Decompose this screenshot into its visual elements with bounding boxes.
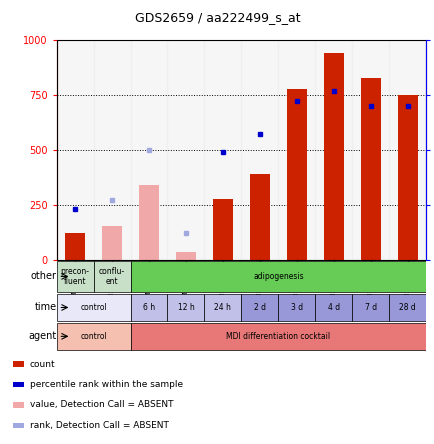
Text: GDS2659 / aa222499_s_at: GDS2659 / aa222499_s_at: [135, 11, 299, 24]
Bar: [352, 40, 388, 260]
Bar: [249, 174, 270, 260]
Bar: [315, 294, 352, 321]
Bar: [167, 40, 204, 260]
Bar: [56, 294, 130, 321]
Text: rank, Detection Call = ABSENT: rank, Detection Call = ABSENT: [30, 421, 168, 430]
Text: 7 d: 7 d: [364, 303, 376, 312]
Bar: [352, 294, 388, 321]
Bar: [315, 40, 352, 260]
Bar: [13, 382, 23, 387]
Bar: [278, 294, 315, 321]
Text: adipogenesis: adipogenesis: [253, 272, 303, 281]
Bar: [56, 261, 93, 292]
Bar: [130, 323, 425, 350]
Text: 4 d: 4 d: [327, 303, 339, 312]
Text: precon-
fluent: precon- fluent: [60, 267, 89, 286]
Bar: [130, 261, 425, 292]
Bar: [13, 402, 23, 408]
Text: time: time: [34, 302, 56, 313]
Bar: [388, 294, 425, 321]
Text: control: control: [80, 332, 107, 341]
Bar: [102, 226, 122, 260]
Bar: [241, 294, 278, 321]
Bar: [204, 294, 241, 321]
Text: MDI differentiation cocktail: MDI differentiation cocktail: [226, 332, 330, 341]
Text: 28 d: 28 d: [398, 303, 415, 312]
Bar: [13, 423, 23, 428]
Bar: [360, 79, 380, 260]
Bar: [13, 361, 23, 367]
Text: agent: agent: [28, 331, 56, 341]
Text: conflu-
ent: conflu- ent: [99, 267, 125, 286]
Text: other: other: [30, 271, 56, 281]
Bar: [175, 252, 196, 260]
Text: 6 h: 6 h: [143, 303, 155, 312]
Bar: [138, 185, 159, 260]
Bar: [212, 199, 233, 260]
Bar: [388, 40, 425, 260]
Text: control: control: [80, 303, 107, 312]
Bar: [167, 294, 204, 321]
Text: count: count: [30, 360, 56, 369]
Text: value, Detection Call = ABSENT: value, Detection Call = ABSENT: [30, 400, 173, 409]
Bar: [278, 40, 315, 260]
Bar: [65, 234, 85, 260]
Text: 12 h: 12 h: [177, 303, 194, 312]
Bar: [130, 40, 167, 260]
Text: percentile rank within the sample: percentile rank within the sample: [30, 380, 183, 389]
Bar: [241, 40, 278, 260]
Text: 3 d: 3 d: [290, 303, 302, 312]
Bar: [130, 294, 167, 321]
Bar: [93, 40, 130, 260]
Bar: [56, 40, 93, 260]
Text: 24 h: 24 h: [214, 303, 231, 312]
Bar: [323, 53, 343, 260]
Bar: [56, 323, 130, 350]
Bar: [397, 95, 417, 260]
Bar: [286, 89, 306, 260]
Text: 2 d: 2 d: [253, 303, 265, 312]
Bar: [93, 261, 130, 292]
Bar: [204, 40, 241, 260]
